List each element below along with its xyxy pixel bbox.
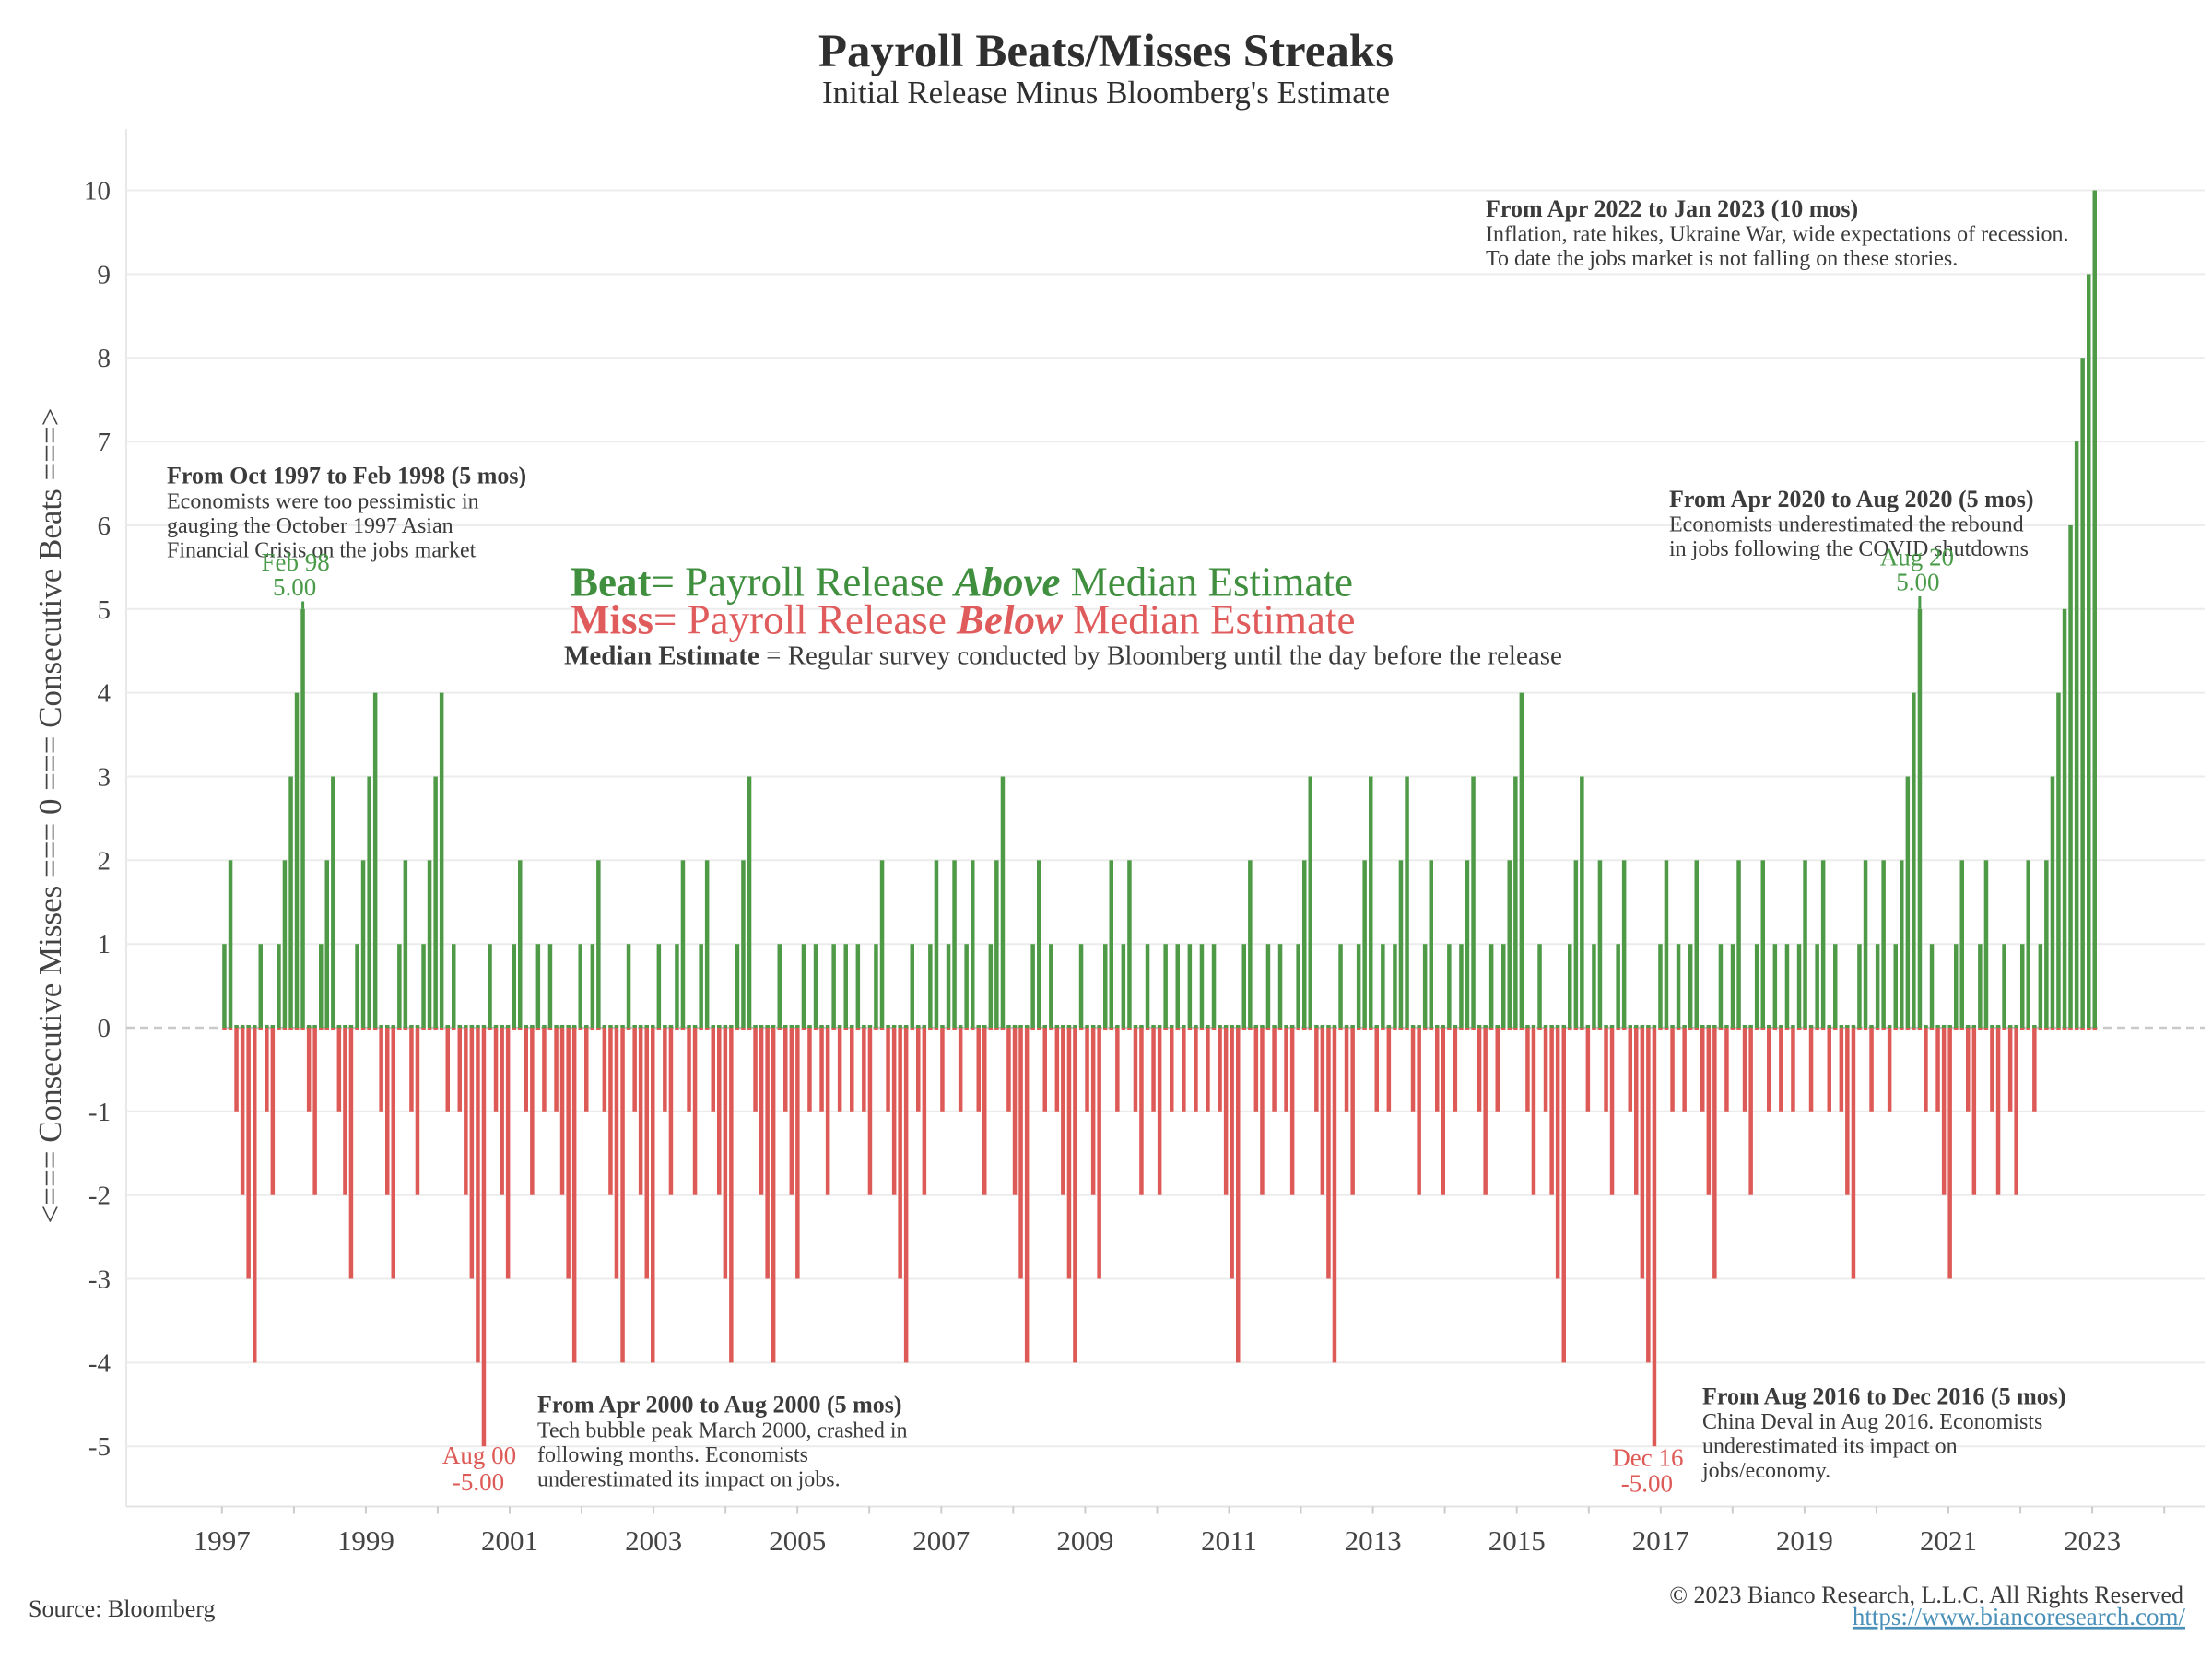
svg-text:<=== Consecutive Misses === 0: <=== Consecutive Misses === 0 === Consec… xyxy=(32,408,68,1224)
svg-text:Aug 00: Aug 00 xyxy=(442,1441,516,1469)
svg-text:From Apr 2020 to Aug 2020 (5 m: From Apr 2020 to Aug 2020 (5 mos) xyxy=(1669,486,2034,512)
svg-text:2023: 2023 xyxy=(2064,1524,2121,1557)
svg-text:-3: -3 xyxy=(88,1265,111,1295)
svg-text:1: 1 xyxy=(98,930,112,959)
svg-text:5.00: 5.00 xyxy=(1896,569,1939,596)
svg-text:3: 3 xyxy=(98,763,112,793)
svg-text:From Oct 1997 to Feb 1998 (5 m: From Oct 1997 to Feb 1998 (5 mos) xyxy=(167,463,526,489)
svg-text:From Apr 2000 to Aug 2000 (5 m: From Apr 2000 to Aug 2000 (5 mos) xyxy=(537,1392,902,1418)
svg-text:-1: -1 xyxy=(88,1098,111,1127)
svg-text:10: 10 xyxy=(84,177,111,206)
svg-text:4: 4 xyxy=(98,679,112,709)
svg-text:From Aug 2016 to Dec 2016 (5 m: From Aug 2016 to Dec 2016 (5 mos) xyxy=(1702,1382,2066,1409)
svg-text:8: 8 xyxy=(98,344,112,373)
svg-text:To date the jobs market is not: To date the jobs market is not falling o… xyxy=(1486,247,1958,271)
svg-text:2013: 2013 xyxy=(1345,1524,1402,1557)
svg-text:-5.00: -5.00 xyxy=(453,1468,504,1496)
svg-text:7: 7 xyxy=(98,428,112,457)
svg-text:-4: -4 xyxy=(88,1348,112,1378)
svg-text:2005: 2005 xyxy=(769,1524,826,1557)
svg-text:Inflation, rate hikes, Ukraine: Inflation, rate hikes, Ukraine War, wide… xyxy=(1486,222,2068,246)
svg-text:Miss= Payroll Release Below Me: Miss= Payroll Release Below Median Estim… xyxy=(571,596,1355,642)
svg-text:2019: 2019 xyxy=(1776,1524,1833,1557)
svg-text:From Apr 2022 to Jan 2023 (10: From Apr 2022 to Jan 2023 (10 mos) xyxy=(1486,195,1858,222)
svg-text:2: 2 xyxy=(98,846,112,876)
svg-text:2017: 2017 xyxy=(1632,1524,1689,1557)
svg-text:2007: 2007 xyxy=(912,1524,970,1557)
svg-text:following months. Economists: following months. Economists xyxy=(537,1443,808,1467)
svg-text:1997: 1997 xyxy=(194,1524,251,1557)
svg-text:Economists were too pessimisti: Economists were too pessimistic in xyxy=(167,489,479,513)
svg-text:2015: 2015 xyxy=(1488,1524,1546,1557)
svg-text:Source: Bloomberg: Source: Bloomberg xyxy=(29,1595,215,1622)
svg-text:jobs/economy.: jobs/economy. xyxy=(1701,1459,1830,1483)
svg-text:Feb 98: Feb 98 xyxy=(261,548,329,576)
svg-text:Initial Release Minus Bloomber: Initial Release Minus Bloomberg's Estima… xyxy=(822,75,1390,111)
svg-text:Beat= Payroll Release Above Me: Beat= Payroll Release Above Median Estim… xyxy=(571,559,1353,606)
svg-text:© 2023 Bianco Research, L.L.C.: © 2023 Bianco Research, L.L.C. All Right… xyxy=(1669,1582,2183,1608)
svg-text:in jobs following the COVID sh: in jobs following the COVID shutdowns xyxy=(1669,537,2029,561)
svg-text:China Deval in Aug 2016. Econo: China Deval in Aug 2016. Economists xyxy=(1702,1410,2042,1434)
svg-text:2009: 2009 xyxy=(1056,1524,1113,1557)
svg-text:underestimated its impact on: underestimated its impact on xyxy=(1702,1435,1958,1459)
svg-text:Tech bubble peak March 2000, c: Tech bubble peak March 2000, crashed in xyxy=(537,1418,908,1442)
svg-text:5: 5 xyxy=(98,595,112,625)
svg-text:5.00: 5.00 xyxy=(273,573,316,601)
svg-text:-5.00: -5.00 xyxy=(1621,1469,1673,1497)
svg-text:Economists underestimated the: Economists underestimated the rebound xyxy=(1669,512,2024,536)
svg-text:2021: 2021 xyxy=(1920,1524,1977,1557)
svg-text:Dec 16: Dec 16 xyxy=(1612,1444,1683,1472)
svg-text:6: 6 xyxy=(98,512,112,541)
svg-text:0: 0 xyxy=(98,1014,112,1043)
svg-text:Aug 20: Aug 20 xyxy=(1880,544,1954,571)
svg-text:-5: -5 xyxy=(88,1432,111,1462)
svg-text:2001: 2001 xyxy=(481,1524,538,1557)
svg-text:2003: 2003 xyxy=(625,1524,682,1557)
svg-text:9: 9 xyxy=(98,260,112,289)
svg-text:2011: 2011 xyxy=(1201,1524,1257,1557)
svg-text:Payroll Beats/Misses Streaks: Payroll Beats/Misses Streaks xyxy=(818,26,1394,77)
svg-text:-2: -2 xyxy=(88,1182,111,1211)
svg-text:gauging the October 1997 Asian: gauging the October 1997 Asian xyxy=(167,514,453,538)
svg-text:Median Estimate = Regular surv: Median Estimate = Regular survey conduct… xyxy=(564,641,1562,671)
svg-text:https://www.biancoresearch.com: https://www.biancoresearch.com/ xyxy=(1853,1603,2186,1630)
svg-text:Financial Crisis on the jobs m: Financial Crisis on the jobs market xyxy=(167,539,477,563)
svg-text:1999: 1999 xyxy=(337,1524,394,1557)
svg-text:underestimated its impact on j: underestimated its impact on jobs. xyxy=(537,1468,841,1492)
